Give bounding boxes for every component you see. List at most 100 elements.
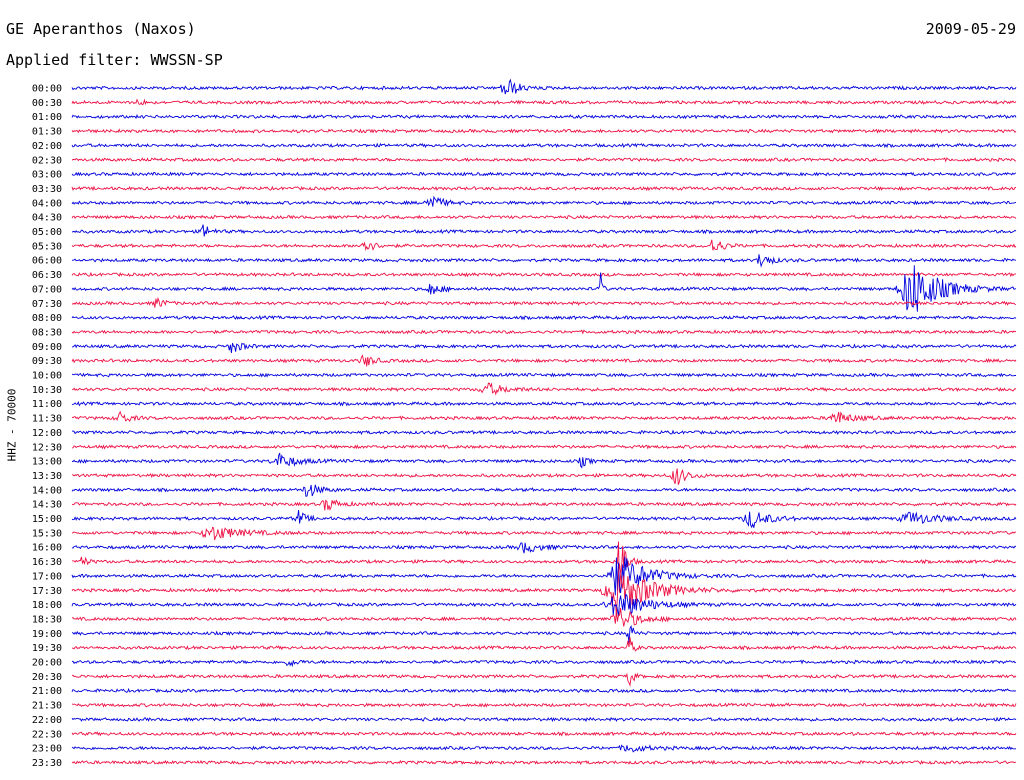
trace-1800	[71, 593, 1017, 617]
trace-1030	[71, 382, 1017, 396]
tick-label-2030: 20:30	[32, 672, 62, 683]
tick-label-0930: 09:30	[32, 356, 62, 367]
trace-1000	[71, 372, 1016, 378]
tick-label-0200: 02:00	[32, 141, 62, 152]
trace-0230	[71, 157, 1016, 163]
station-title: GE Aperanthos (Naxos)	[6, 20, 196, 38]
trace-2030	[71, 672, 1017, 687]
trace-2230	[71, 731, 1017, 737]
tick-label-2130: 21:30	[32, 701, 62, 712]
trace-0400	[71, 195, 1017, 207]
trace-1400	[71, 484, 1017, 497]
trace-1500	[71, 509, 1017, 529]
tick-label-1830: 18:30	[32, 614, 62, 625]
tick-label-1000: 10:00	[32, 371, 62, 382]
trace-1130	[71, 410, 1017, 423]
trace-0030	[71, 98, 1017, 106]
tick-label-0300: 03:00	[32, 170, 62, 181]
trace-0700	[71, 265, 1017, 312]
tick-label-1300: 13:00	[32, 457, 62, 468]
trace-1730	[71, 563, 1017, 616]
trace-1900	[71, 624, 1017, 643]
trace-0430	[71, 214, 1017, 220]
tick-label-1730: 17:30	[32, 586, 62, 597]
tick-label-2330: 23:30	[32, 758, 62, 769]
trace-2300	[71, 744, 1016, 753]
tick-label-0030: 00:30	[32, 98, 62, 109]
tick-label-2100: 21:00	[32, 686, 62, 697]
tick-label-2000: 20:00	[32, 658, 62, 669]
tick-label-1930: 19:30	[32, 643, 62, 654]
trace-0530	[71, 239, 1017, 251]
trace-1530	[71, 526, 1017, 541]
trace-0630	[71, 271, 1016, 278]
tick-label-0500: 05:00	[32, 227, 62, 238]
tick-label-1500: 15:00	[32, 514, 62, 525]
tick-label-1030: 10:30	[32, 385, 62, 396]
trace-0330	[71, 185, 1017, 192]
tick-label-1600: 16:00	[32, 543, 62, 554]
trace-1630	[71, 541, 1017, 593]
tick-label-2300: 23:00	[32, 744, 62, 755]
tick-label-1100: 11:00	[32, 399, 62, 410]
tick-label-0730: 07:30	[32, 299, 62, 310]
tick-label-1630: 16:30	[32, 557, 62, 568]
trace-0600	[71, 254, 1017, 268]
trace-2200	[71, 716, 1017, 723]
trace-2330	[71, 759, 1017, 766]
trace-1830	[71, 607, 1017, 627]
tick-label-1230: 12:30	[32, 442, 62, 453]
tick-label-0330: 03:30	[32, 184, 62, 195]
trace-2000	[71, 659, 1017, 668]
tick-label-0530: 05:30	[32, 241, 62, 252]
tick-label-0900: 09:00	[32, 342, 62, 353]
tick-label-0600: 06:00	[32, 256, 62, 267]
tick-label-0430: 04:30	[32, 213, 62, 224]
trace-1430	[71, 499, 1017, 511]
tick-label-0000: 00:00	[32, 84, 62, 95]
tick-label-1800: 18:00	[32, 600, 62, 611]
trace-0930	[71, 354, 1017, 367]
tick-label-0230: 02:30	[32, 155, 62, 166]
tick-label-0800: 08:00	[32, 313, 62, 324]
trace-0730	[71, 296, 1017, 308]
trace-0800	[71, 314, 1017, 321]
tick-label-1530: 15:30	[32, 528, 62, 539]
tick-label-0400: 04:00	[32, 198, 62, 209]
tick-label-2200: 22:00	[32, 715, 62, 726]
tick-label-1130: 11:30	[32, 414, 62, 425]
tick-label-1200: 12:00	[32, 428, 62, 439]
trace-2100	[71, 687, 1017, 694]
trace-1600	[71, 542, 1017, 554]
trace-0130	[71, 128, 1017, 134]
trace-1230	[71, 443, 1017, 450]
seismic-traces	[71, 78, 1017, 766]
tick-label-0100: 01:00	[32, 112, 62, 123]
tick-label-0630: 06:30	[32, 270, 62, 281]
tick-label-1430: 14:30	[32, 500, 62, 511]
tick-label-1900: 19:00	[32, 629, 62, 640]
tick-label-0700: 07:00	[32, 284, 62, 295]
filter-label: Applied filter: WWSSN-SP	[6, 51, 223, 69]
trace-0200	[71, 142, 1017, 149]
time-tick-labels: 00:00 00:30 01:00 01:30 02:00 02:30 03:00 03:30…	[32, 84, 62, 769]
trace-0100	[71, 114, 1017, 120]
trace-0830	[71, 329, 1017, 335]
date-label: 2009-05-29	[925, 20, 1016, 38]
trace-0900	[72, 342, 1017, 353]
tick-label-0830: 08:30	[32, 327, 62, 338]
trace-0000	[71, 78, 1017, 95]
tick-label-1330: 13:30	[32, 471, 62, 482]
trace-1200	[71, 429, 1017, 436]
tick-label-1400: 14:00	[32, 485, 62, 496]
trace-1930	[71, 637, 1017, 652]
trace-1100	[71, 401, 1017, 407]
trace-1330	[71, 468, 1017, 485]
trace-1300	[71, 452, 1017, 469]
trace-1700	[71, 556, 1017, 596]
tick-label-1700: 17:00	[32, 571, 62, 582]
tick-label-0130: 01:30	[32, 127, 62, 138]
trace-0500	[71, 224, 1017, 237]
tick-label-2230: 22:30	[32, 729, 62, 740]
